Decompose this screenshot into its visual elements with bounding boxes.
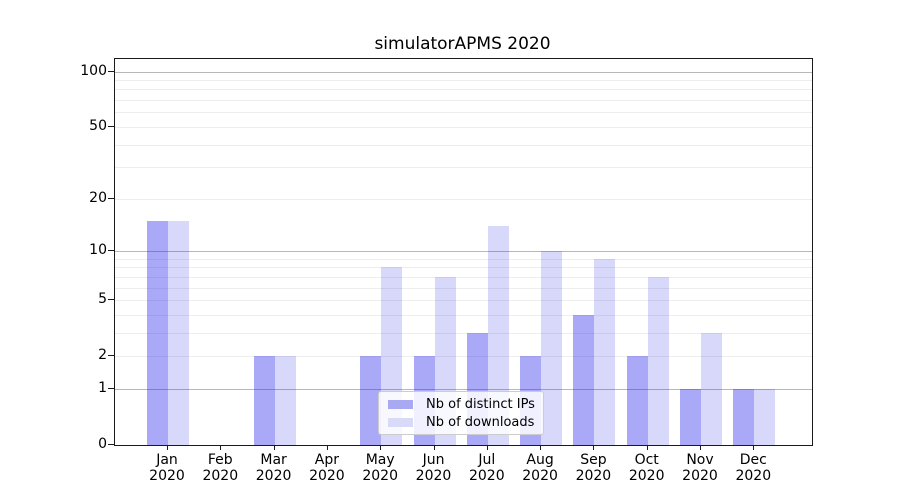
bar-downloads-mar	[274, 356, 296, 445]
x-tick-label-nov: Nov 2020	[682, 452, 718, 484]
y-tick-mark	[108, 197, 114, 199]
y-tick-label-20: 20	[89, 189, 107, 206]
y-tick-label-0: 0	[98, 436, 107, 452]
x-tick-mark	[273, 445, 275, 450]
x-tick-mark	[380, 445, 382, 450]
y-tick-mark	[108, 70, 114, 72]
x-tick-label-dec: Dec 2020	[735, 452, 772, 484]
bar-downloads-jan	[168, 220, 189, 445]
x-tick-label-jun: Jun 2020	[415, 452, 452, 484]
legend-entry-distinct-ips: Nb of distinct IPs	[388, 397, 543, 412]
bar-downloads-dec	[754, 388, 776, 445]
gridline-y-8	[115, 267, 812, 269]
x-tick-label-may: May 2020	[362, 452, 398, 484]
bar-downloads-oct	[647, 276, 669, 445]
y-tick-mark	[108, 444, 114, 445]
x-tick-label-jan: Jan 2020	[149, 452, 185, 484]
bar-downloads-aug	[541, 251, 563, 445]
gridline-y-60	[115, 112, 812, 114]
y-tick-mark	[108, 125, 114, 127]
gridline-y-7	[115, 276, 812, 278]
y-tick-label-10: 10	[89, 242, 107, 258]
legend-swatch-distinct-ips-icon	[388, 399, 413, 409]
x-tick-label-jul: Jul 2020	[468, 452, 505, 484]
y-tick-label-50: 50	[89, 117, 107, 134]
x-tick-mark	[646, 445, 648, 450]
y-tick-label-2: 2	[98, 347, 107, 364]
bar-downloads-jul	[487, 225, 509, 445]
y-tick-label-1: 1	[98, 379, 107, 396]
gridline-y-90	[115, 80, 812, 81]
bar-distinct-ips-dec	[733, 388, 755, 445]
bar-distinct-ips-mar	[253, 356, 275, 445]
gridline-y-20	[115, 198, 812, 200]
gridline-y-6	[115, 287, 812, 289]
x-tick-mark	[593, 445, 595, 450]
legend-swatch-downloads-icon	[388, 417, 413, 427]
gridline-y-4	[115, 314, 812, 316]
x-tick-label-feb: Feb 2020	[202, 452, 239, 484]
bar-downloads-sep	[594, 258, 616, 445]
gridline-y-80	[115, 89, 812, 91]
y-tick-mark	[108, 387, 114, 389]
bar-distinct-ips-jan	[147, 220, 168, 445]
gridline-y-2	[115, 356, 812, 358]
bar-distinct-ips-sep	[573, 314, 595, 445]
x-tick-mark	[433, 445, 435, 450]
x-tick-label-apr: Apr 2020	[309, 452, 345, 484]
y-tick-mark	[108, 299, 114, 300]
gridline-y-30	[115, 167, 812, 169]
x-tick-label-sep: Sep 2020	[575, 452, 612, 484]
y-tick-mark	[108, 355, 114, 357]
legend-label-distinct-ips: Nb of distinct IPs	[426, 396, 535, 412]
gridline-y-70	[115, 100, 812, 102]
x-tick-mark	[167, 445, 168, 450]
plot-area	[114, 58, 813, 446]
x-tick-mark	[753, 445, 755, 450]
gridline-y-9	[115, 258, 812, 260]
y-tick-label-5: 5	[98, 291, 107, 307]
gridline-y-40	[115, 144, 812, 146]
x-tick-mark	[326, 445, 328, 450]
bar-distinct-ips-oct	[626, 356, 648, 445]
x-tick-mark	[220, 445, 222, 450]
x-tick-mark	[700, 445, 701, 450]
bar-distinct-ips-may	[360, 356, 382, 445]
legend-label-downloads: Nb of downloads	[426, 414, 535, 430]
y-tick-label-100: 100	[80, 62, 107, 79]
legend: Nb of distinct IPs Nb of downloads	[378, 391, 544, 435]
x-tick-label-oct: Oct 2020	[628, 452, 665, 484]
gridline-y-50	[115, 126, 812, 128]
gridline-y-10	[115, 251, 812, 252]
bar-downloads-nov	[701, 332, 722, 445]
x-tick-label-aug: Aug 2020	[522, 452, 558, 484]
bar-distinct-ips-nov	[680, 388, 701, 445]
gridline-y-100	[115, 71, 812, 73]
x-tick-mark	[540, 445, 542, 450]
legend-entry-downloads: Nb of downloads	[388, 415, 543, 430]
x-tick-mark	[486, 445, 488, 450]
y-tick-mark	[108, 250, 114, 251]
gridline-y-5	[115, 300, 812, 301]
gridline-y-1	[115, 388, 812, 390]
gridline-y-3	[115, 332, 812, 334]
x-tick-label-mar: Mar 2020	[255, 452, 292, 484]
chart-title: simulatorAPMS 2020	[374, 34, 551, 54]
